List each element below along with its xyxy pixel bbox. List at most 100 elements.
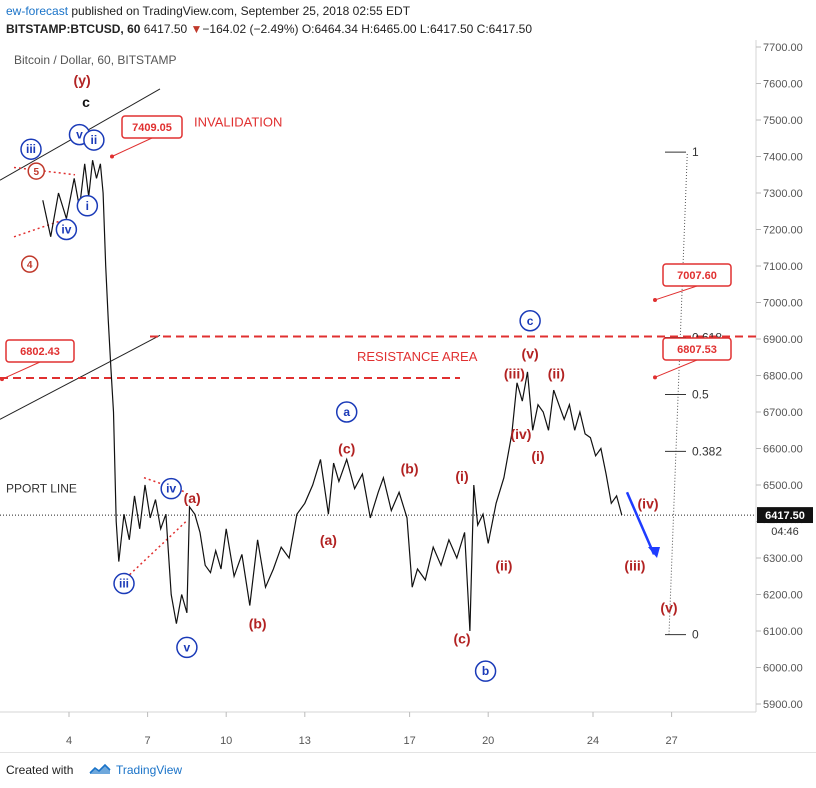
tradingview-brand-link[interactable]: TradingView	[116, 763, 183, 777]
wave-label: (i)	[455, 468, 468, 484]
countdown-badge	[757, 523, 813, 539]
wave-label: (b)	[249, 616, 267, 632]
publish-info: published on TradingView.com, September …	[68, 4, 411, 18]
wave-label: v	[184, 640, 191, 654]
chart-header: ew-forecast published on TradingView.com…	[0, 0, 816, 40]
wave-label: (a)	[184, 490, 201, 506]
support-line-label: PPORT LINE	[6, 481, 77, 495]
wave-label: (i)	[531, 448, 544, 464]
wave-label: (iii)	[624, 557, 645, 573]
time-axis: 4 7 10 13 17 20 24 27	[66, 712, 678, 747]
wave-label: 5	[33, 167, 39, 178]
footer: Created with TradingView	[0, 752, 816, 788]
price-tick-label: 7200.00	[763, 225, 803, 237]
price-line	[42, 160, 623, 632]
wedge-line	[125, 520, 187, 579]
wave-circle	[55, 218, 78, 241]
wave-circle	[83, 129, 105, 151]
wave-label: (b)	[401, 461, 419, 477]
wave-label: iv	[166, 482, 176, 496]
price-box-6807-leader	[654, 359, 698, 378]
price-tick-label: 6300.00	[763, 553, 803, 565]
wave-label: (v)	[522, 346, 539, 362]
down-arrow-icon: ▼	[190, 22, 203, 36]
time-tick-label: 10	[220, 735, 232, 747]
wave-label: c	[82, 94, 90, 110]
price-tick-label: 6100.00	[763, 626, 803, 638]
wave-circle	[160, 477, 182, 500]
time-tick-label: 17	[403, 735, 415, 747]
time-tick-label: 20	[482, 735, 494, 747]
fib-level-label: 1	[692, 145, 699, 159]
created-with-label: Created with	[6, 763, 74, 777]
price-box-6802-leader	[1, 361, 41, 380]
price-tick-label: 6200.00	[763, 590, 803, 602]
wave-label: (c)	[338, 441, 355, 457]
price-chart[interactable]: Bitcoin / Dollar, 60, BITSTAMP 5900.00 60…	[0, 40, 816, 752]
wave-label: v	[76, 128, 83, 142]
author-link[interactable]: ew-forecast	[6, 4, 69, 18]
fib-level-label: 0	[692, 628, 699, 642]
price-change: −164.02 (−2.49%)	[202, 22, 299, 36]
price-axis: 5900.006000.006100.006200.006300.006400.…	[756, 42, 803, 711]
wave-label: 4	[27, 260, 33, 271]
wave-label: (ii)	[495, 557, 512, 573]
price-box-7007-frame	[662, 263, 732, 287]
ohlc-line: BITSTAMP:BTCUSD, 60 6417.50 ▼−164.02 (−2…	[6, 22, 532, 36]
time-tick-label: 27	[665, 735, 677, 747]
invalidation-price-box-anchor	[110, 154, 114, 159]
wedge-line	[13, 219, 63, 238]
price-tick-label: 6700.00	[763, 407, 803, 419]
last-price-badge-label: 6417.50	[765, 510, 805, 522]
fib-level-label: 0.382	[692, 444, 722, 458]
price-box-6807-anchor	[653, 375, 657, 380]
plot-area	[0, 40, 756, 712]
price-box-7007: 7007.60	[677, 270, 717, 282]
price-box-6802-anchor	[0, 377, 4, 382]
wave-label: iv	[61, 223, 71, 237]
last-price: 6417.50	[143, 22, 188, 36]
tradingview-logo-icon[interactable]	[88, 761, 112, 777]
invalidation-price-box: 7409.05	[132, 122, 172, 134]
price-box-6802: 6802.43	[20, 346, 60, 358]
price-tick-label: 6600.00	[763, 444, 803, 456]
price-box-7007-anchor	[653, 297, 657, 302]
wave-label: a	[343, 405, 350, 419]
time-tick-label: 24	[587, 735, 599, 747]
price-tick-label: 7400.00	[763, 152, 803, 164]
wave-label: (y)	[74, 72, 91, 88]
wave-circle	[176, 636, 198, 659]
chart-title: Bitcoin / Dollar, 60, BITSTAMP	[14, 53, 177, 67]
ohlc-values: O:6464.34 H:6465.00 L:6417.50 C:6417.50	[301, 22, 533, 36]
publish-line: ew-forecast published on TradingView.com…	[6, 4, 410, 18]
invalidation-label: INVALIDATION	[194, 115, 282, 130]
time-tick-label: 4	[66, 735, 72, 747]
wave-label: iii	[119, 577, 129, 591]
wave-label: (c)	[453, 630, 470, 646]
wave-circle	[335, 401, 358, 423]
wave-label: c	[527, 314, 534, 328]
price-tick-label: 7000.00	[763, 298, 803, 310]
wave-label: iii	[26, 142, 36, 156]
price-tick-label: 7100.00	[763, 261, 803, 273]
time-tick-label: 13	[299, 735, 311, 747]
wave-label: b	[482, 664, 489, 678]
projection-arrowhead-icon	[648, 547, 660, 558]
wave-label: (iv)	[510, 426, 531, 442]
price-tick-label: 7300.00	[763, 188, 803, 200]
last-price-badge	[757, 507, 813, 524]
symbol-label: BITSTAMP:BTCUSD, 60	[6, 22, 141, 36]
invalidation-price-box-leader	[111, 137, 153, 157]
wave-label: (v)	[660, 599, 677, 615]
price-box-6807-frame	[662, 337, 732, 361]
price-box-6807: 6807.53	[677, 344, 717, 356]
resistance-area-label: RESISTANCE AREA	[357, 349, 478, 364]
wave-circle	[113, 572, 135, 595]
fib-trend-line	[668, 152, 688, 635]
wave-label: (ii)	[548, 366, 565, 382]
invalidation-price-box-frame	[121, 115, 183, 139]
price-tick-label: 6500.00	[763, 480, 803, 492]
price-series	[42, 160, 623, 632]
fib-level-label: 0.5	[692, 387, 709, 401]
